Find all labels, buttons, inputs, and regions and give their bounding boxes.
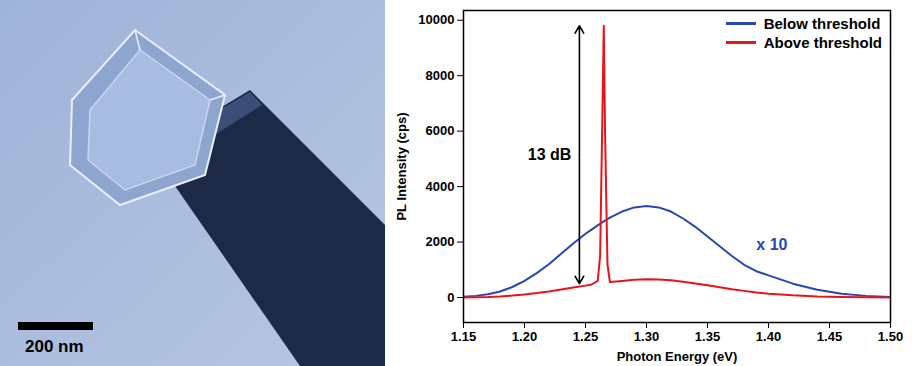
svg-text:200 nm: 200 nm (25, 337, 84, 356)
svg-text:PL Intensity (cps): PL Intensity (cps) (394, 112, 409, 220)
svg-text:1.30: 1.30 (634, 329, 659, 344)
svg-text:1.50: 1.50 (878, 329, 903, 344)
svg-text:1.15: 1.15 (451, 329, 476, 344)
html-text:Below threshold: Below threshold (763, 15, 881, 32)
svg-text:13 dB: 13 dB (528, 146, 572, 163)
svg-text:8000: 8000 (426, 68, 455, 83)
html-text:Above threshold: Above threshold (763, 34, 882, 51)
svg-text:1.20: 1.20 (512, 329, 537, 344)
svg-text:6000: 6000 (426, 123, 455, 138)
svg-text:Photon Energy (eV): Photon Energy (eV) (617, 349, 738, 364)
svg-text:1.45: 1.45 (817, 329, 842, 344)
svg-text:1.40: 1.40 (756, 329, 781, 344)
svg-text:4000: 4000 (426, 179, 455, 194)
svg-text:0: 0 (447, 290, 454, 305)
svg-text:x 10: x 10 (756, 236, 787, 253)
svg-text:1.25: 1.25 (573, 329, 598, 344)
svg-text:10000: 10000 (418, 12, 454, 27)
svg-text:2000: 2000 (426, 234, 455, 249)
svg-text:1.35: 1.35 (695, 329, 720, 344)
